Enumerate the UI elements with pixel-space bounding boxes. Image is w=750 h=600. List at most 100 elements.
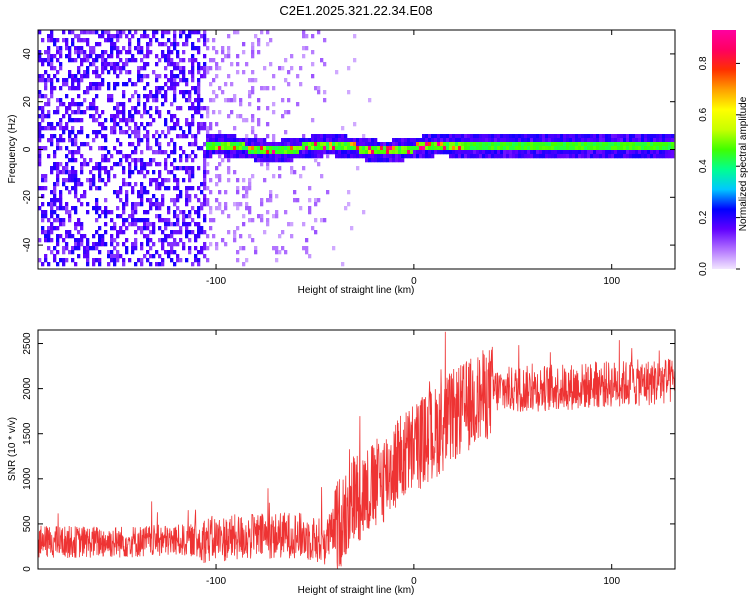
- heatmap-cell: [128, 58, 132, 63]
- heatmap-cell: [188, 126, 192, 131]
- heatmap-cell: [65, 82, 69, 87]
- heatmap-cell: [416, 138, 420, 143]
- heatmap-cell: [251, 90, 255, 95]
- heatmap-cell: [128, 42, 132, 47]
- heatmap-cell: [80, 202, 84, 207]
- heatmap-cell: [68, 70, 72, 75]
- heatmap-cell: [245, 194, 249, 199]
- heatmap-cell: [203, 198, 207, 203]
- heatmap-cell: [224, 142, 228, 147]
- heatmap-cell: [305, 46, 309, 51]
- heatmap-cell: [230, 146, 234, 151]
- heatmap-cell: [125, 130, 129, 135]
- heatmap-cell: [419, 150, 423, 155]
- heatmap-cell: [149, 178, 153, 183]
- heatmap-cell: [287, 82, 291, 87]
- heatmap-cell: [200, 114, 204, 119]
- heatmap-cell: [158, 238, 162, 243]
- heatmap-cell: [182, 214, 186, 219]
- heatmap-cell: [134, 238, 138, 243]
- heatmap-cell: [437, 138, 441, 143]
- heatmap-cell: [176, 122, 180, 127]
- heatmap-cell: [428, 150, 432, 155]
- heatmap-cell: [149, 94, 153, 99]
- heatmap-cell: [185, 214, 189, 219]
- heatmap-cell: [65, 246, 69, 251]
- heatmap-cell: [143, 190, 147, 195]
- heatmap-cell: [77, 70, 81, 75]
- heatmap-cell: [518, 154, 522, 159]
- heatmap-cell: [164, 186, 168, 191]
- heatmap-cell: [176, 74, 180, 79]
- heatmap-cell: [137, 226, 141, 231]
- heatmap-cell: [407, 146, 411, 151]
- heatmap-cell: [119, 198, 123, 203]
- heatmap-cell: [296, 198, 300, 203]
- heatmap-cell: [218, 154, 222, 159]
- heatmap-cell: [497, 154, 501, 159]
- heatmap-cell: [428, 142, 432, 147]
- heatmap-cell: [209, 210, 213, 215]
- heatmap-cell: [392, 146, 396, 151]
- heatmap-cell: [71, 130, 75, 135]
- heatmap-cell: [305, 142, 309, 147]
- heatmap-cell: [638, 146, 642, 151]
- heatmap-cell: [500, 154, 504, 159]
- heatmap-cell: [449, 146, 453, 151]
- heatmap-cell: [152, 70, 156, 75]
- heatmap-cell: [131, 58, 135, 63]
- heatmap-cell: [62, 170, 66, 175]
- heatmap-cell: [623, 150, 627, 155]
- heatmap-cell: [182, 50, 186, 55]
- heatmap-cell: [140, 218, 144, 223]
- heatmap-cell: [503, 142, 507, 147]
- heatmap-cell: [170, 162, 174, 167]
- heatmap-cell: [107, 62, 111, 67]
- heatmap-cell: [86, 250, 90, 255]
- heatmap-cell: [422, 134, 426, 139]
- heatmap-cell: [158, 74, 162, 79]
- heatmap-cell: [41, 78, 45, 83]
- heatmap-cell: [68, 174, 72, 179]
- heatmap-cell: [65, 42, 69, 47]
- heatmap-cell: [578, 154, 582, 159]
- heatmap-cell: [473, 134, 477, 139]
- heatmap-cell: [362, 210, 366, 215]
- heatmap-cell: [602, 154, 606, 159]
- heatmap-cell: [182, 130, 186, 135]
- colorbar-tick-label: 0.2: [698, 210, 709, 224]
- heatmap-cell: [137, 142, 141, 147]
- heatmap-cell: [92, 106, 96, 111]
- heatmap-cell: [101, 126, 105, 131]
- heatmap-cell: [383, 146, 387, 151]
- heatmap-cell: [197, 102, 201, 107]
- heatmap-cell: [638, 150, 642, 155]
- heatmap-cell: [443, 150, 447, 155]
- heatmap-cell: [233, 134, 237, 139]
- heatmap-cell: [158, 42, 162, 47]
- heatmap-cell: [38, 158, 42, 163]
- heatmap-cell: [584, 150, 588, 155]
- heatmap-cell: [107, 158, 111, 163]
- heatmap-cell: [77, 82, 81, 87]
- heatmap-cell: [533, 146, 537, 151]
- heatmap-cell: [83, 190, 87, 195]
- heatmap-cell: [329, 150, 333, 155]
- heatmap-cell: [665, 134, 669, 139]
- heatmap-cell: [38, 94, 42, 99]
- heatmap-cell: [41, 178, 45, 183]
- heatmap-cell: [65, 206, 69, 211]
- heatmap-cell: [224, 190, 228, 195]
- heatmap-cell: [245, 134, 249, 139]
- heatmap-cell: [359, 150, 363, 155]
- heatmap-cell: [50, 138, 54, 143]
- heatmap-cell: [251, 46, 255, 51]
- heatmap-cell: [236, 186, 240, 191]
- heatmap-cell: [587, 150, 591, 155]
- heatmap-cell: [92, 130, 96, 135]
- heatmap-cell: [302, 142, 306, 147]
- heatmap-cell: [95, 198, 99, 203]
- heatmap-cell: [548, 134, 552, 139]
- heatmap-cell: [50, 214, 54, 219]
- heatmap-cell: [167, 58, 171, 63]
